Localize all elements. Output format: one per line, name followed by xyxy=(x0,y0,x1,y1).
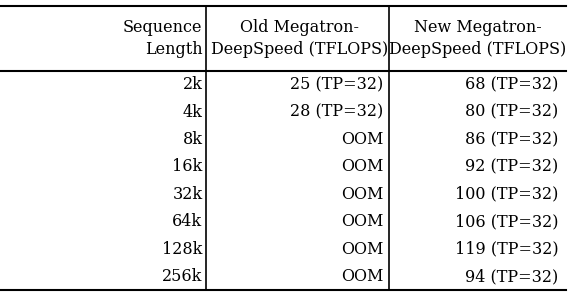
Text: OOM: OOM xyxy=(341,131,384,148)
Text: 32k: 32k xyxy=(172,186,203,203)
Text: 94 (TP=32): 94 (TP=32) xyxy=(465,268,559,285)
Text: 64k: 64k xyxy=(172,213,203,230)
Text: 106 (TP=32): 106 (TP=32) xyxy=(456,213,559,230)
Text: DeepSpeed (TFLOPS): DeepSpeed (TFLOPS) xyxy=(211,41,388,58)
Text: 86 (TP=32): 86 (TP=32) xyxy=(465,131,559,148)
Text: New Megatron-: New Megatron- xyxy=(414,19,542,36)
Text: 16k: 16k xyxy=(172,158,203,175)
Text: 28 (TP=32): 28 (TP=32) xyxy=(290,104,384,120)
Text: 68 (TP=32): 68 (TP=32) xyxy=(465,76,559,93)
Text: 2k: 2k xyxy=(183,76,203,93)
Text: 256k: 256k xyxy=(162,268,203,285)
Text: 80 (TP=32): 80 (TP=32) xyxy=(465,104,559,120)
Text: 128k: 128k xyxy=(162,241,203,258)
Text: DeepSpeed (TFLOPS): DeepSpeed (TFLOPS) xyxy=(390,41,566,58)
Text: OOM: OOM xyxy=(341,213,384,230)
Text: OOM: OOM xyxy=(341,158,384,175)
Text: 25 (TP=32): 25 (TP=32) xyxy=(290,76,384,93)
Text: 92 (TP=32): 92 (TP=32) xyxy=(465,158,559,175)
Text: OOM: OOM xyxy=(341,241,384,258)
Text: OOM: OOM xyxy=(341,186,384,203)
Text: 119 (TP=32): 119 (TP=32) xyxy=(455,241,559,258)
Text: Sequence: Sequence xyxy=(123,19,203,36)
Text: 8k: 8k xyxy=(182,131,203,148)
Text: Length: Length xyxy=(145,41,203,58)
Text: OOM: OOM xyxy=(341,268,384,285)
Text: 100 (TP=32): 100 (TP=32) xyxy=(456,186,559,203)
Text: Old Megatron-: Old Megatron- xyxy=(240,19,359,36)
Text: 4k: 4k xyxy=(183,104,203,120)
